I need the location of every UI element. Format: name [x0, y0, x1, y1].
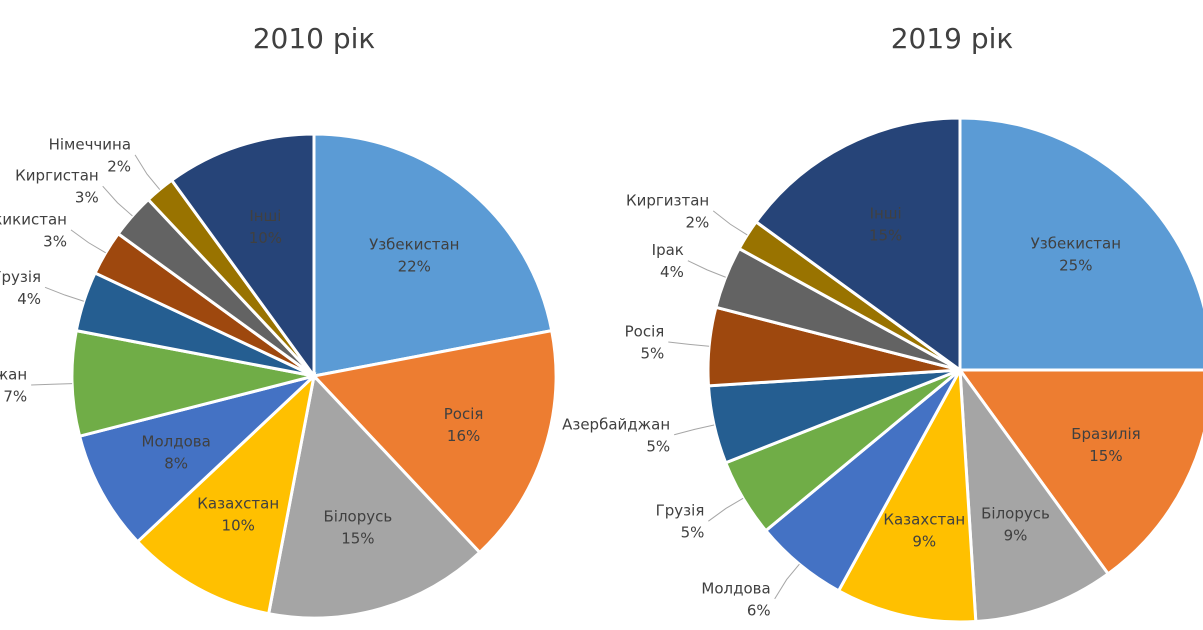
data-label: 2% [685, 213, 709, 231]
data-label: 9% [1004, 527, 1028, 545]
pie-slice [77, 374, 316, 544]
data-label: Азербайджан [562, 415, 670, 433]
data-label: Казахстан [197, 494, 279, 512]
data-label: Німеччина [49, 135, 131, 153]
leader-line [674, 424, 715, 436]
data-label: Молдова [142, 432, 211, 450]
data-label: 4% [17, 290, 41, 308]
pie-slice [957, 368, 1203, 576]
data-label: 15% [1089, 447, 1122, 465]
data-label: 10% [249, 229, 282, 247]
data-label: Молдова [701, 579, 770, 597]
leader-line [44, 286, 84, 302]
data-label: Грузія [656, 502, 705, 520]
data-label: 2% [107, 157, 131, 175]
data-label: 4% [660, 263, 684, 281]
data-label: 15% [869, 227, 902, 245]
pie-slice [958, 364, 1111, 624]
data-label: 8% [164, 454, 188, 472]
data-label: Киргизтан [626, 191, 709, 209]
leader-line [31, 383, 73, 386]
leader-line [712, 210, 748, 236]
pie-slice [70, 328, 315, 439]
pie-slice [754, 116, 962, 373]
data-label: Білорусь [981, 505, 1050, 523]
data-label: 16% [447, 427, 480, 445]
data-label: Росія [625, 323, 665, 341]
leader-line [708, 497, 744, 522]
data-label: 5% [646, 437, 670, 455]
pie-slice [266, 372, 482, 620]
leader-line [70, 229, 106, 254]
data-label: Казахстан [883, 510, 965, 528]
data-label: Киргистан [15, 167, 99, 185]
pie-slice [312, 132, 554, 378]
data-label: 15% [341, 530, 374, 548]
data-label: 7% [3, 388, 27, 406]
data-label: Бразилія [1071, 425, 1141, 443]
data-label: Інші [249, 207, 281, 225]
chart-title: 2019 рік [891, 22, 1014, 55]
pie-slice [836, 364, 978, 624]
data-label: 6% [747, 601, 771, 619]
pie-slice [311, 328, 558, 555]
pie-slice [958, 116, 1203, 372]
chart-title: 2010 рік [253, 22, 376, 55]
data-label: 9% [912, 532, 936, 550]
data-label: Узбекистан [1031, 235, 1121, 253]
data-label: 5% [681, 524, 705, 542]
data-label: 5% [641, 345, 665, 363]
data-label: Ірак [652, 241, 684, 259]
leader-line [102, 185, 133, 217]
leader-line [134, 154, 161, 190]
data-label: Білорусь [324, 508, 393, 526]
leader-line [774, 563, 800, 600]
pie-slice [135, 371, 317, 616]
data-label: Грузія [0, 268, 41, 286]
leader-line [668, 341, 710, 347]
pie-slice [169, 132, 316, 381]
data-label: Інші [870, 205, 902, 223]
data-label: Татжикистан [0, 210, 67, 228]
data-label: Росія [444, 405, 484, 423]
data-label: 3% [75, 189, 99, 207]
data-label: Узбекистан [369, 235, 459, 253]
data-label: 25% [1059, 257, 1092, 275]
data-label: 3% [43, 232, 67, 250]
leader-line [687, 260, 726, 278]
data-label: 22% [398, 257, 431, 275]
data-label: 10% [222, 516, 255, 534]
data-label: Азербайджан [0, 366, 27, 384]
